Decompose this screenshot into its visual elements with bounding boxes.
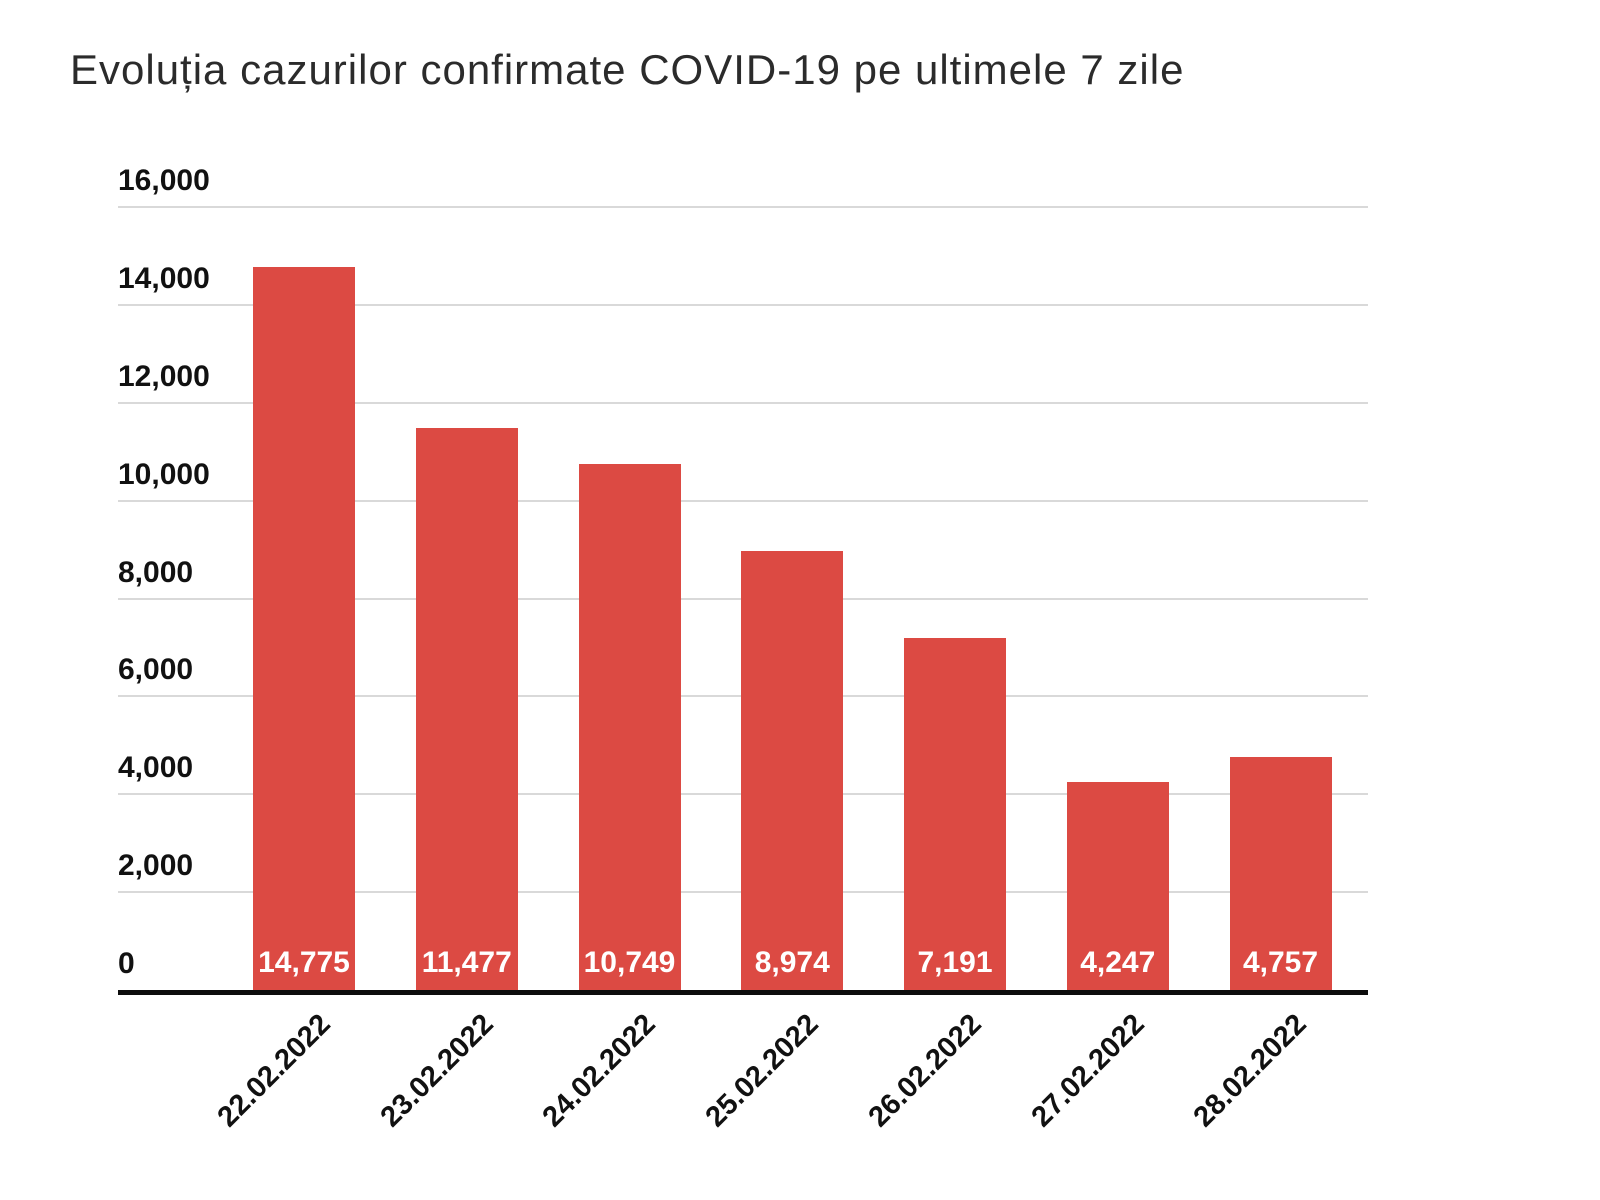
y-axis-tick-label: 0 bbox=[118, 947, 135, 980]
y-axis-tick-label: 6,000 bbox=[118, 653, 194, 687]
gridline bbox=[118, 499, 1368, 502]
bar: 4,247 bbox=[1066, 782, 1169, 990]
bar-value-label: 14,775 bbox=[258, 945, 350, 979]
y-axis-tick-label: 10,000 bbox=[118, 457, 210, 491]
x-axis-tick-label: 23.02.2022 bbox=[374, 1008, 500, 1134]
bar: 7,191 bbox=[904, 638, 1006, 990]
gridline bbox=[118, 206, 1368, 208]
bar-value-label: 4,247 bbox=[1080, 945, 1156, 979]
x-axis-tick-label: 27.02.2022 bbox=[1025, 1008, 1151, 1134]
x-axis-tick-label: 26.02.2022 bbox=[862, 1008, 988, 1134]
x-axis-tick-label: 24.02.2022 bbox=[536, 1008, 663, 1134]
y-axis-tick-label: 2,000 bbox=[118, 849, 194, 883]
y-axis-tick-label: 14,000 bbox=[118, 261, 210, 295]
x-axis-tick-label: 22.02.2022 bbox=[211, 1008, 337, 1134]
y-axis-tick-label: 16,000 bbox=[118, 164, 210, 197]
bar: 10,749 bbox=[578, 463, 681, 990]
y-axis-tick-label: 8,000 bbox=[118, 555, 194, 589]
bar-value-label: 4,757 bbox=[1242, 945, 1319, 979]
bar: 8,974 bbox=[741, 550, 844, 990]
bar-value-label: 8,974 bbox=[754, 945, 830, 979]
gridline bbox=[118, 401, 1368, 404]
x-axis-line bbox=[118, 990, 1368, 995]
gridline bbox=[118, 303, 1368, 306]
bar: 11,477 bbox=[415, 428, 518, 990]
bar: 14,775 bbox=[253, 266, 355, 990]
x-axis-tick-label: 25.02.2022 bbox=[699, 1008, 825, 1134]
chart-title: Evoluția cazurilor confirmate COVID-19 p… bbox=[70, 46, 1185, 93]
x-axis-tick-label: 28.02.2022 bbox=[1187, 1008, 1314, 1134]
bar-value-label: 10,749 bbox=[583, 945, 676, 979]
y-axis-tick-label: 12,000 bbox=[118, 359, 210, 393]
plot-area: 0 2,000 4,000 6,000 8,000 10,000 12,000 14,000 1… bbox=[118, 165, 1368, 1133]
bar-value-label: 11,477 bbox=[421, 945, 512, 979]
bar: 4,757 bbox=[1229, 757, 1332, 990]
y-axis-tick-label: 4,000 bbox=[118, 751, 194, 785]
bar-value-label: 7,191 bbox=[917, 945, 993, 979]
